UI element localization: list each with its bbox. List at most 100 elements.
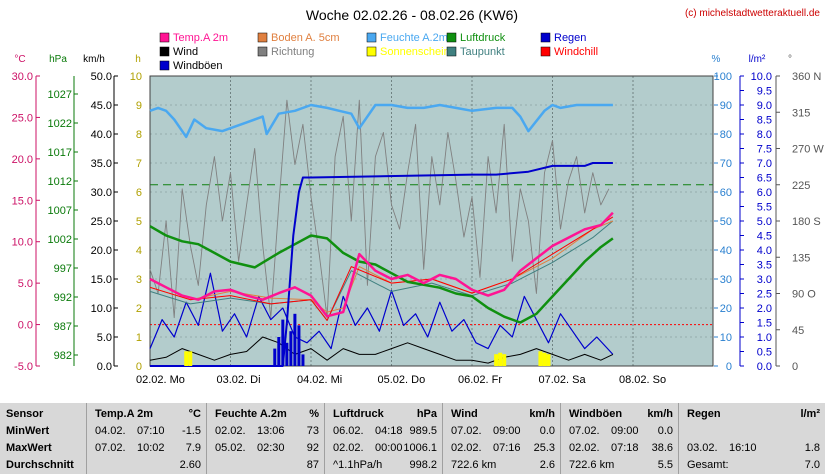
legend-label: Regen (554, 32, 586, 44)
x-tick-label: 02.02. Mo (136, 374, 185, 386)
stats-date: Gesamt: (687, 459, 729, 471)
rain-tick-label: 6.5 (757, 173, 772, 185)
x-tick-label: 07.02. Sa (539, 374, 587, 386)
stats-date: 07.02. (451, 425, 482, 437)
rain-tick-label: 9.0 (757, 100, 772, 112)
stats-value: 1006.1 (403, 442, 437, 454)
stats-date: 07.02. (95, 442, 126, 454)
humidity-tick-label: 50 (720, 216, 732, 228)
rain-tick-label: 2.5 (757, 289, 772, 301)
rain-tick-label: 0.0 (757, 361, 772, 373)
rain-bar (277, 337, 281, 366)
legend-swatch (446, 46, 457, 57)
stats-value: 989.5 (409, 425, 437, 437)
stats-row-labels: Sensor MinWert MaxWert Durchschnitt (0, 403, 86, 474)
legend-label: Sonnenschein (380, 46, 450, 58)
series-taupunkt (149, 220, 614, 321)
temp-tick-label: 20.0 (12, 154, 33, 166)
series-temp-a-2m (149, 211, 614, 318)
chart-title: Woche 02.02.26 - 08.02.26 (KW6) (306, 7, 518, 23)
stats-value-row (679, 424, 825, 438)
series-richtung (149, 99, 610, 319)
stats-date: 02.02. (569, 442, 600, 454)
rain-bar (281, 319, 285, 366)
stats-section-unit: km/h (529, 408, 555, 420)
series-wind (149, 336, 614, 364)
stats-value: 1.8 (804, 442, 820, 454)
humidity-tick-label: 10 (720, 332, 732, 344)
sunshine-bar (538, 351, 543, 366)
left-axes: 30.025.020.015.010.05.00.0-5.01027102210… (12, 71, 142, 373)
stats-value: -1.5 (182, 425, 201, 437)
rain-tick-label: 9.5 (757, 86, 772, 98)
legend-swatch (366, 46, 377, 57)
sunshine-bar (542, 352, 547, 366)
x-tick-label: 06.02. Fr (458, 374, 502, 386)
sunshine-bar (502, 354, 507, 366)
stats-section: Wind km/h 07.02. 09:00 0.0 02.02. 07:16 25.3 722… (442, 403, 561, 474)
legend-label: Feuchte A.2m (380, 32, 448, 44)
pressure-tick-label: 1012 (48, 176, 72, 188)
rain-tick-label: 5.5 (757, 202, 772, 214)
legend-swatch (159, 32, 170, 43)
direction-tick-label: 360 N (792, 71, 821, 83)
series-windb-en (149, 272, 614, 355)
stats-date: 05.02. (215, 442, 246, 454)
x-tick-label: 08.02. So (619, 374, 666, 386)
rain-tick-label: 7.0 (757, 158, 772, 170)
stats-value: 0.0 (657, 425, 673, 437)
humidity-tick-label: 40 (720, 245, 732, 257)
stats-time: 07:16 (493, 442, 521, 454)
sun-tick-label: 7 (136, 158, 142, 170)
wind-tick-label: 35.0 (91, 158, 112, 170)
sun-tick-label: 3 (136, 274, 142, 286)
pressure-tick-label: 1027 (48, 89, 72, 101)
direction-tick-label: 135 (792, 252, 810, 264)
rain-tick-label: 1.0 (757, 332, 772, 344)
pressure-tick-label: 1017 (48, 147, 72, 159)
stats-section: Feuchte A.2m% 02.02. 13:06 73 05.02. 02:30 92 8… (206, 403, 325, 474)
x-tick-label: 05.02. Do (378, 374, 426, 386)
rain-tick-label: 8.5 (757, 115, 772, 127)
rain-tick-label: 5.0 (757, 216, 772, 228)
stats-date: 02.02. (215, 425, 246, 437)
rain-tick-label: 4.5 (757, 231, 772, 243)
legend-label: Richtung (271, 46, 314, 58)
direction-tick-label: 180 S (792, 216, 821, 228)
stats-value: 7.0 (804, 459, 820, 471)
stats-section: Temp.A 2m °C 04.02. 07:10 -1.5 07.02. 10:02 7.9… (86, 403, 207, 474)
sunshine-bar (494, 354, 499, 366)
stats-value-row: 03.02. 16:10 1.8 (679, 441, 825, 455)
sunshine-bar (188, 351, 193, 366)
stats-value: 7.9 (185, 442, 201, 454)
legend-swatch (257, 32, 268, 43)
stats-date: 722.6 km (569, 459, 615, 471)
rain-bar (273, 348, 277, 366)
temp-tick-label: 10.0 (12, 237, 33, 249)
rain-bar (297, 325, 301, 366)
stats-date: 04.02. (95, 425, 126, 437)
stats-time: 09:00 (493, 425, 521, 437)
stats-section-name: Feuchte A.2m (215, 408, 287, 420)
stats-date: 02.02. (333, 442, 364, 454)
stats-time: 04:18 (375, 425, 403, 437)
stats-time: 02:30 (257, 442, 285, 454)
pressure-tick-label: 1007 (48, 205, 72, 217)
legend-swatch (366, 32, 377, 43)
stats-section-name: Temp.A 2m (95, 408, 154, 420)
axis-unit: ° (788, 54, 792, 65)
stats-value-row: 07.02. 10:02 7.9 (87, 441, 207, 455)
sun-tick-label: 1 (136, 332, 142, 344)
wind-tick-label: 45.0 (91, 100, 112, 112)
stats-section-name: Windböen (569, 408, 623, 420)
rain-tick-label: 4.0 (757, 245, 772, 257)
stats-section: Windböen km/h 07.02. 09:00 0.0 02.02. 07:18 38.… (560, 403, 679, 474)
pressure-tick-label: 992 (54, 292, 72, 304)
stats-value-row: 07.02. 09:00 0.0 (561, 424, 679, 438)
stats-time: 07:10 (137, 425, 165, 437)
legend-label: Boden A. 5cm (271, 32, 340, 44)
pressure-tick-label: 987 (54, 321, 72, 333)
temp-tick-label: 0.0 (18, 320, 33, 332)
legend-label: Wind (173, 46, 198, 58)
